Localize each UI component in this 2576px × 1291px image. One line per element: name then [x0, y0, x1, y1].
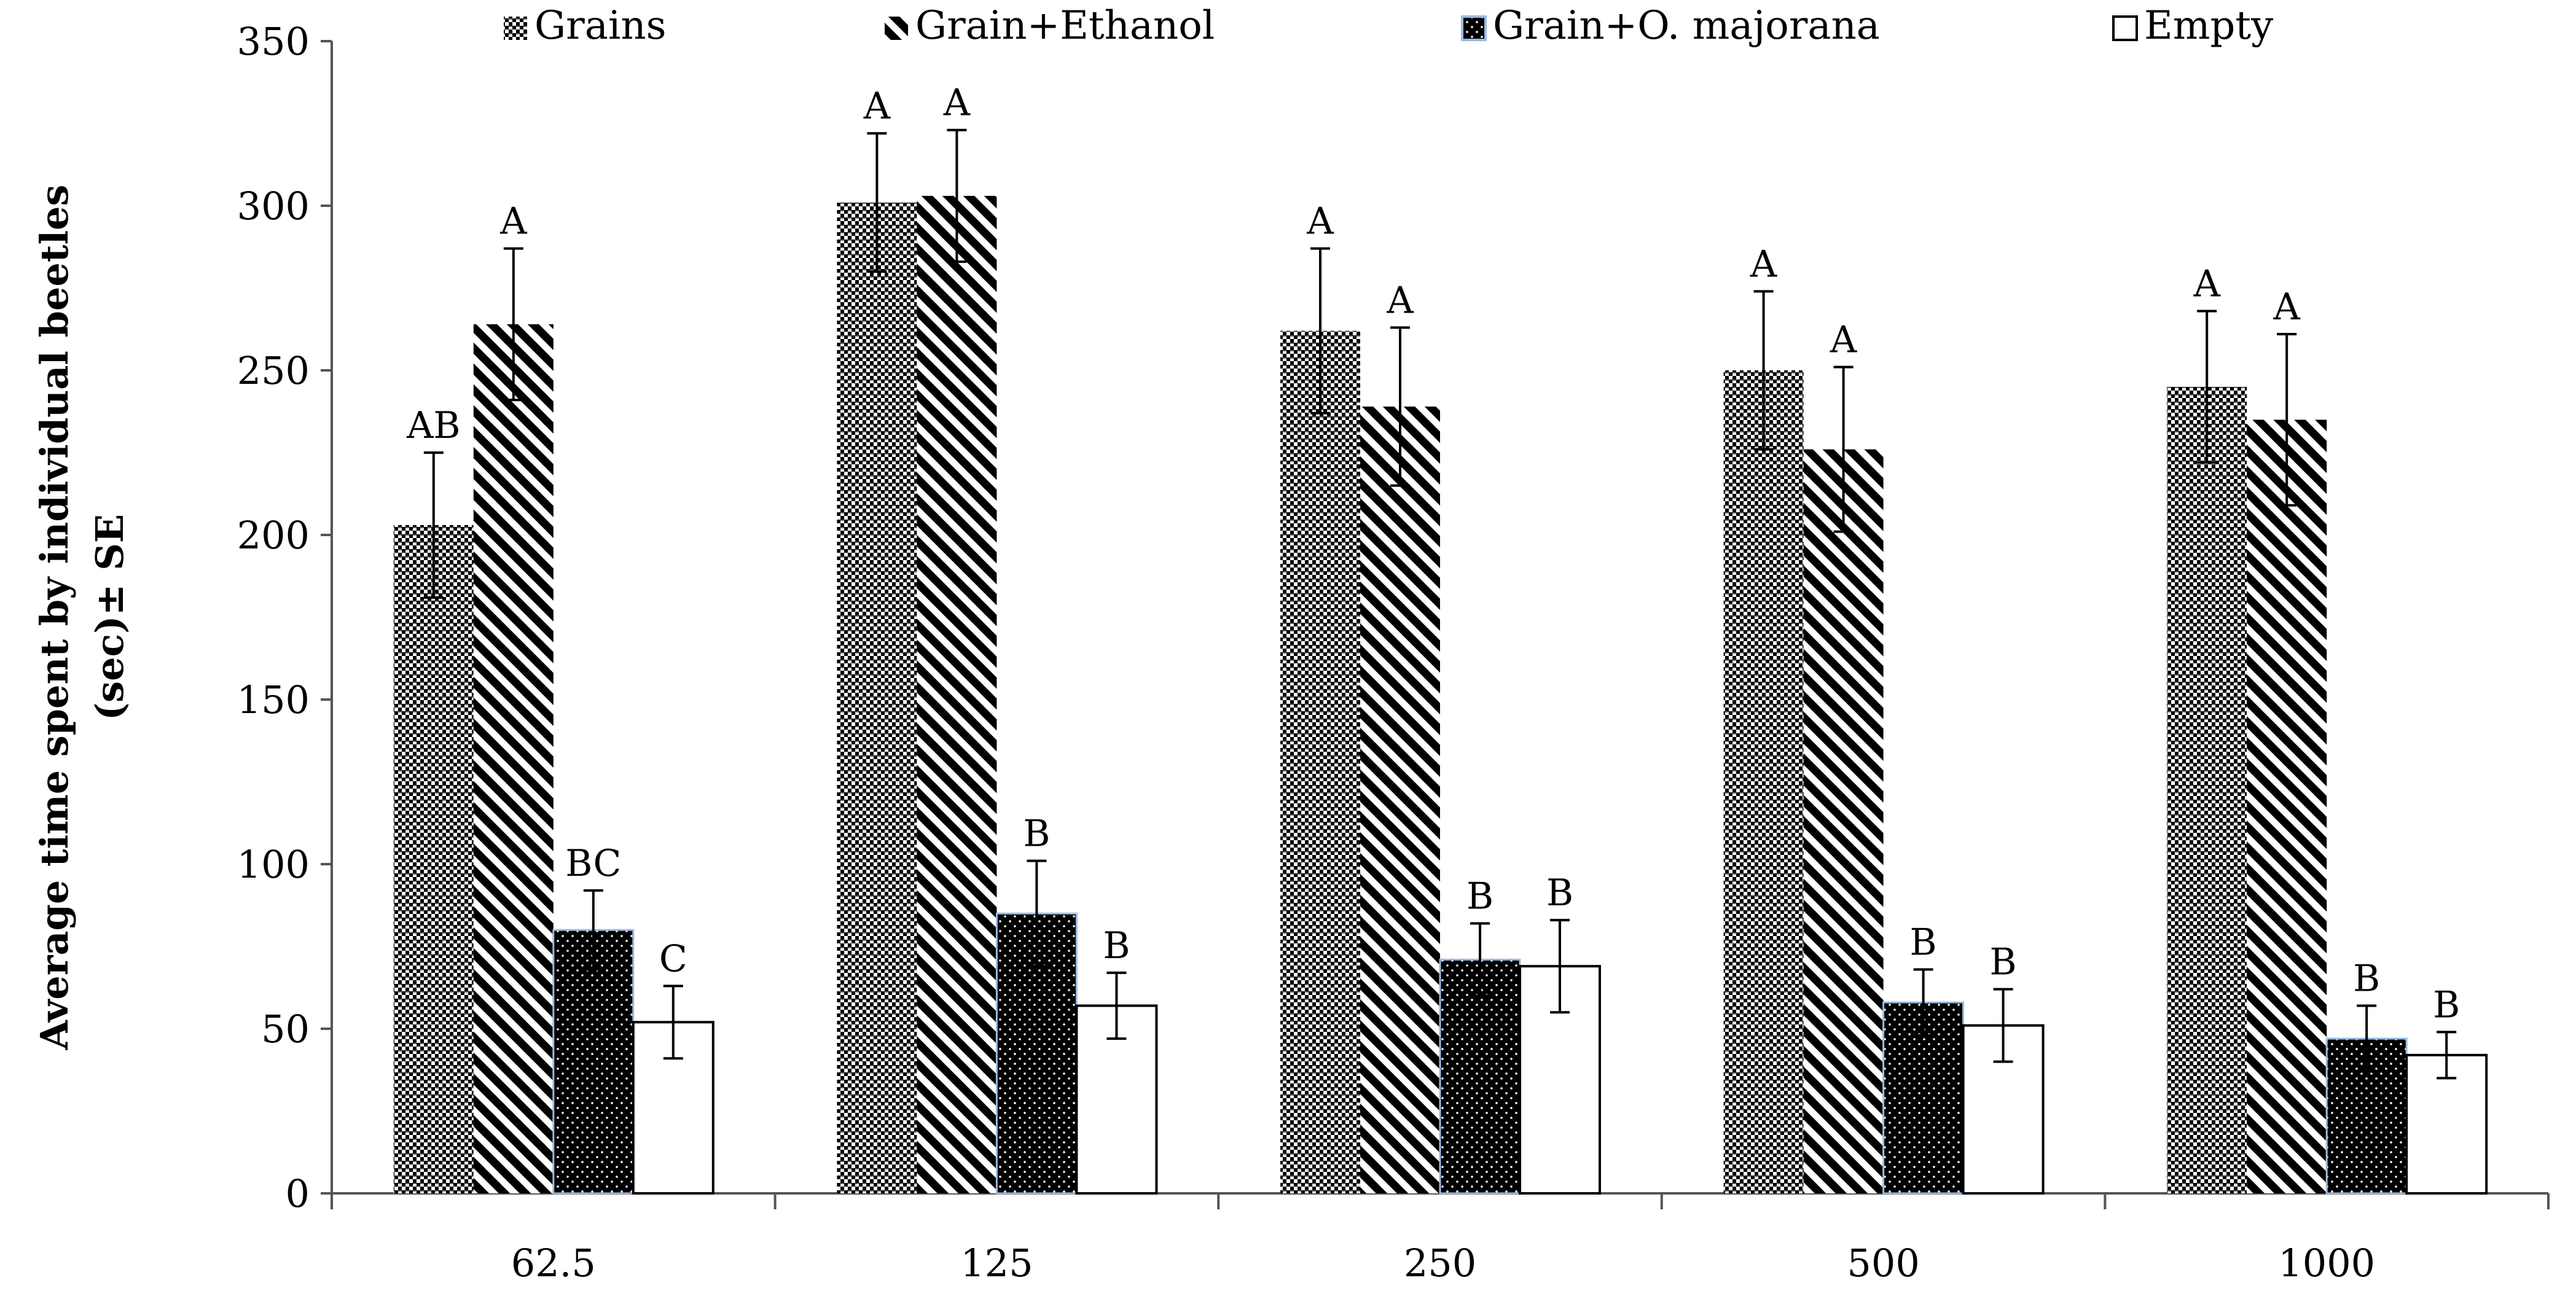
significance-label: B: [2433, 983, 2460, 1026]
significance-label: C: [659, 937, 687, 980]
bar-checker-3: [1723, 370, 1804, 1193]
y-tick-label: 50: [261, 1007, 310, 1051]
significance-label: B: [1910, 921, 1937, 964]
significance-label: B: [1023, 813, 1050, 856]
significance-label: B: [1546, 872, 1573, 915]
significance-label: A: [1306, 200, 1334, 243]
y-axis-title-line: Average time spent by individual beetles: [32, 185, 77, 1051]
x-tick-label: 250: [1404, 1241, 1476, 1285]
bar-checker-4: [2167, 386, 2247, 1193]
significance-label: A: [1750, 243, 1777, 286]
significance-label: A: [499, 200, 527, 243]
y-tick-label: 300: [237, 184, 310, 228]
significance-label: A: [943, 82, 971, 125]
legend-label: Grain+Ethanol: [915, 3, 1215, 49]
bar-diagonal-2: [1360, 406, 1440, 1194]
y-axis-title: Average time spent by individual beetles…: [32, 185, 132, 1051]
y-tick-label: 250: [237, 348, 310, 393]
significance-label: A: [1830, 319, 1857, 362]
bar-checker-0: [393, 525, 474, 1194]
y-tick-label: 350: [237, 19, 310, 64]
y-tick-label: 0: [286, 1171, 310, 1216]
legend-swatch-dots: [1461, 15, 1487, 41]
bar-diagonal-1: [917, 195, 997, 1193]
bar-diagonal-4: [2247, 419, 2327, 1193]
legend-label: Empty: [2144, 3, 2273, 49]
significance-label: B: [1103, 924, 1130, 967]
x-tick-label: 125: [960, 1241, 1033, 1285]
bar-empty-3: [1962, 1024, 2045, 1195]
legend-swatch-diagonal: [885, 17, 908, 40]
x-tick-label: 500: [1847, 1241, 1919, 1285]
bar-diagonal-3: [1803, 449, 1884, 1193]
legend-swatch-empty: [2112, 15, 2138, 41]
significance-label: A: [2273, 286, 2301, 329]
significance-label: BC: [565, 842, 621, 885]
legend: Grains Grain+Ethanol Grain+O. majorana Empt…: [504, 3, 2273, 49]
significance-label: AB: [406, 404, 460, 447]
x-tick-label: 1000: [2278, 1241, 2375, 1285]
bar-checker-1: [837, 202, 917, 1193]
y-tick-label: 200: [237, 513, 310, 558]
significance-label: B: [1990, 941, 2017, 984]
significance-label: A: [1386, 279, 1414, 322]
legend-label: Grains: [534, 3, 666, 49]
x-tick-label: 62.5: [511, 1241, 596, 1285]
significance-label: A: [863, 85, 891, 128]
bar-dots-0: [552, 929, 635, 1195]
bar-diagonal-0: [473, 324, 554, 1194]
significance-label: B: [1466, 875, 1494, 918]
significance-label: B: [2353, 957, 2380, 1000]
legend-label: Grain+O. majorana: [1493, 3, 1880, 49]
y-tick-label: 150: [237, 677, 310, 722]
y-axis-title-line: (sec)± SE: [87, 514, 132, 720]
legend-swatch-checker: [504, 17, 527, 40]
y-tick-label: 100: [237, 842, 310, 887]
bar-dots-2: [1439, 958, 1521, 1195]
bar-checker-2: [1280, 330, 1360, 1194]
significance-label: A: [2193, 263, 2221, 306]
